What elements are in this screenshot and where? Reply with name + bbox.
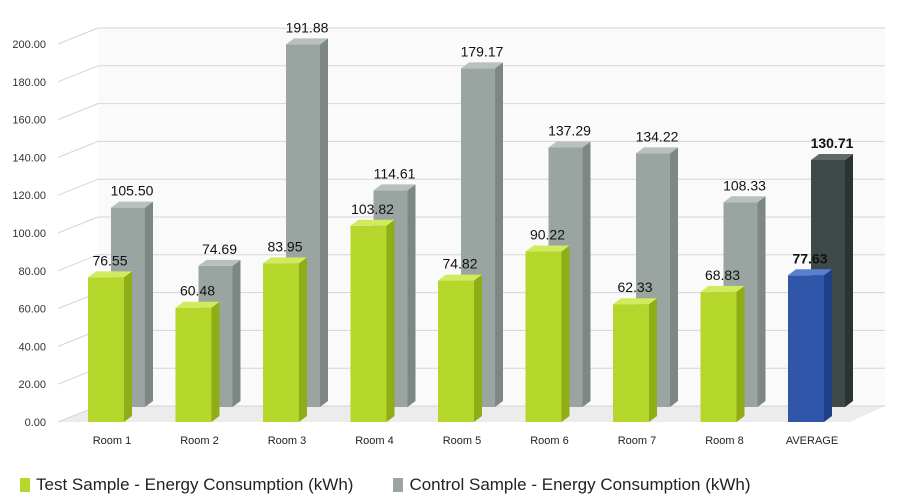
control-bar-side bbox=[407, 184, 416, 407]
test-bar-top bbox=[175, 301, 220, 308]
test-bar-top bbox=[613, 298, 657, 305]
legend-item-test: Test Sample - Energy Consumption (kWh) bbox=[20, 475, 353, 495]
test-value-label: 60.48 bbox=[180, 283, 215, 299]
test-bar-side bbox=[474, 274, 482, 422]
x-tick-label: Room 3 bbox=[268, 435, 307, 447]
control-value-label: 130.71 bbox=[811, 135, 854, 151]
y-tick-label: 160.00 bbox=[12, 115, 46, 127]
y-tick-label: 20.00 bbox=[18, 379, 46, 391]
control-value-label: 74.69 bbox=[202, 241, 237, 257]
control-bar-top bbox=[461, 62, 503, 69]
gridline-depth bbox=[57, 65, 99, 83]
gridline-depth bbox=[57, 254, 99, 272]
control-bar-top bbox=[373, 184, 416, 191]
control-bar-top bbox=[723, 196, 766, 203]
x-tick-label: AVERAGE bbox=[786, 435, 838, 447]
x-tick-label: Room 7 bbox=[618, 435, 657, 447]
x-tick-label: Room 2 bbox=[180, 435, 219, 447]
test-value-label: 62.33 bbox=[617, 279, 652, 295]
test-value-label: 76.55 bbox=[92, 252, 127, 268]
test-bar-top bbox=[88, 271, 132, 278]
gridline-depth bbox=[57, 103, 99, 121]
control-value-label: 114.61 bbox=[374, 165, 416, 181]
control-value-label: 191.88 bbox=[286, 19, 329, 35]
test-bar-top bbox=[700, 285, 745, 292]
x-tick-label: Room 1 bbox=[93, 435, 132, 447]
x-tick-label: Room 5 bbox=[443, 435, 482, 447]
test-bar-top bbox=[788, 269, 832, 276]
y-tick-label: 200.00 bbox=[12, 39, 46, 51]
y-tick-label: 140.00 bbox=[12, 152, 46, 164]
legend: Test Sample - Energy Consumption (kWh) C… bbox=[20, 470, 890, 500]
test-bar bbox=[788, 275, 824, 422]
control-value-label: 134.22 bbox=[636, 128, 679, 144]
test-value-label: 103.82 bbox=[351, 201, 394, 217]
test-bar-side bbox=[211, 301, 220, 422]
y-tick-label: 40.00 bbox=[18, 341, 46, 353]
test-bar-side bbox=[299, 257, 307, 422]
test-bar-side bbox=[649, 298, 657, 422]
test-value-label: 77.63 bbox=[792, 250, 827, 266]
control-bar-top bbox=[636, 147, 678, 154]
control-bar-side bbox=[845, 153, 853, 407]
x-tick-label: Room 8 bbox=[705, 435, 744, 447]
control-value-label: 105.50 bbox=[111, 183, 154, 199]
control-bar-side bbox=[495, 62, 503, 407]
test-bar-side bbox=[386, 219, 395, 422]
test-bar bbox=[88, 277, 124, 422]
test-value-label: 68.83 bbox=[705, 267, 740, 283]
test-bar-side bbox=[736, 285, 745, 422]
gridline-depth bbox=[57, 140, 99, 158]
y-tick-label: 100.00 bbox=[12, 228, 46, 240]
test-bar-side bbox=[824, 269, 832, 422]
legend-swatch-test bbox=[20, 478, 30, 492]
control-bar-side bbox=[232, 259, 241, 407]
y-tick-label: 120.00 bbox=[12, 190, 46, 202]
x-tick-label: Room 4 bbox=[355, 435, 394, 447]
test-bar-side bbox=[124, 271, 132, 422]
control-bar-top bbox=[198, 259, 241, 266]
control-bar-top bbox=[286, 38, 328, 45]
legend-item-control: Control Sample - Energy Consumption (kWh… bbox=[393, 475, 751, 495]
gridline-depth bbox=[57, 178, 99, 196]
legend-label-control: Control Sample - Energy Consumption (kWh… bbox=[409, 475, 751, 494]
control-value-label: 179.17 bbox=[461, 43, 504, 59]
control-bar-side bbox=[320, 38, 328, 407]
bar-chart: 0.00 20.00 40.00 60.00 80.00 100.00 120.00 140.… bbox=[12, 19, 885, 447]
test-bar-top bbox=[438, 274, 482, 281]
gridline-depth bbox=[57, 216, 99, 234]
test-value-label: 74.82 bbox=[442, 256, 477, 272]
test-bar-side bbox=[561, 245, 570, 422]
test-bar bbox=[175, 307, 212, 422]
test-bar bbox=[263, 263, 299, 422]
y-tick-label: 60.00 bbox=[18, 304, 46, 316]
legend-label-test: Test Sample - Energy Consumption (kWh) bbox=[36, 475, 354, 494]
control-bar-side bbox=[670, 147, 678, 407]
test-bar bbox=[438, 280, 474, 422]
test-bar-top bbox=[525, 245, 570, 252]
y-tick-label: 180.00 bbox=[12, 77, 46, 89]
test-value-label: 90.22 bbox=[530, 226, 565, 242]
legend-swatch-control bbox=[393, 478, 404, 492]
control-bar-side bbox=[757, 196, 766, 407]
test-bar bbox=[700, 291, 737, 422]
control-value-label: 108.33 bbox=[723, 177, 766, 193]
test-bar bbox=[525, 251, 562, 422]
x-tick-label: Room 6 bbox=[530, 435, 569, 447]
gridline-depth bbox=[57, 27, 99, 45]
y-tick-label: 80.00 bbox=[18, 266, 46, 278]
test-bar bbox=[613, 304, 649, 422]
test-bar-top bbox=[263, 257, 307, 264]
test-bar bbox=[350, 225, 387, 422]
control-value-label: 137.29 bbox=[548, 123, 591, 139]
control-bar-side bbox=[582, 141, 591, 407]
control-bar-top bbox=[811, 153, 853, 160]
test-value-label: 83.95 bbox=[267, 238, 302, 254]
control-bar-top bbox=[548, 141, 591, 148]
control-bar-top bbox=[111, 201, 153, 208]
control-bar-side bbox=[145, 201, 153, 407]
test-bar-top bbox=[350, 219, 395, 226]
y-tick-label: 0.00 bbox=[25, 417, 46, 429]
